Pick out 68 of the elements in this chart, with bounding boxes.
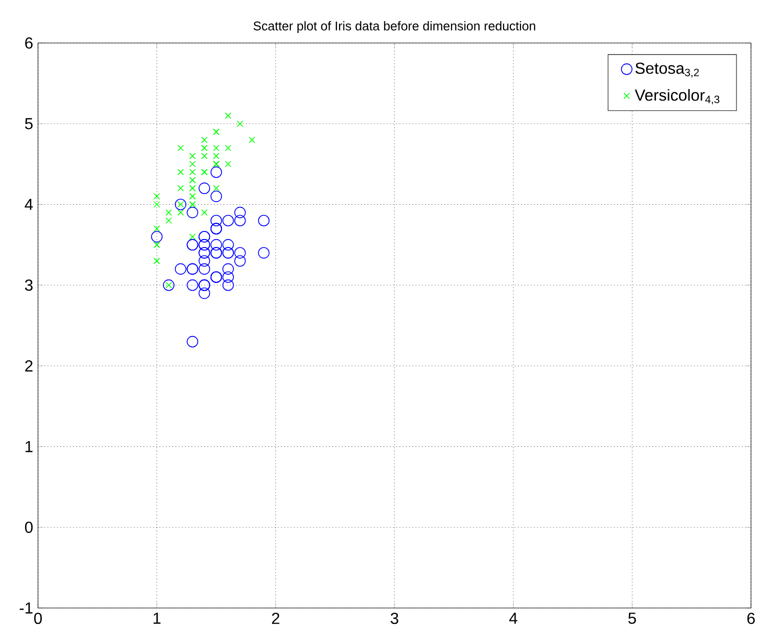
point xyxy=(201,152,208,160)
point xyxy=(174,198,186,210)
point xyxy=(189,152,196,160)
point xyxy=(210,190,222,202)
x-tick-label: 6 xyxy=(747,612,755,624)
point xyxy=(222,214,234,226)
y-tick-label: 0 xyxy=(25,522,33,533)
point xyxy=(222,279,234,291)
point xyxy=(224,144,232,152)
x-tick-label: 3 xyxy=(390,612,398,624)
point xyxy=(177,185,184,192)
point xyxy=(234,255,246,267)
point xyxy=(162,279,174,291)
x-tick-label: 4 xyxy=(509,612,518,624)
y-tick-label: -1 xyxy=(20,602,33,614)
point xyxy=(222,263,234,275)
point xyxy=(210,166,222,178)
point xyxy=(177,168,184,176)
point xyxy=(213,152,220,160)
point xyxy=(198,263,210,275)
legend-label: Setosa$_{3,2}$ xyxy=(635,62,699,78)
point xyxy=(234,247,246,259)
x-tick-label: 2 xyxy=(272,612,280,624)
point xyxy=(165,217,172,224)
point xyxy=(174,263,186,275)
point xyxy=(177,144,184,152)
point xyxy=(222,271,234,283)
point xyxy=(189,168,196,176)
point xyxy=(236,120,244,127)
point xyxy=(210,239,222,251)
point xyxy=(234,206,246,218)
point xyxy=(201,136,208,144)
point xyxy=(151,230,163,242)
point xyxy=(154,225,160,232)
point xyxy=(154,193,160,200)
point xyxy=(198,182,210,194)
point xyxy=(234,214,246,226)
chart-title: Scatter plot of Iris data before dimension reduction xyxy=(254,21,536,33)
point xyxy=(213,144,220,152)
point xyxy=(186,336,198,348)
point xyxy=(186,206,198,218)
point xyxy=(189,233,196,240)
y-tick-label: 1 xyxy=(26,441,33,452)
point xyxy=(210,214,222,226)
x-tick-label: 0 xyxy=(34,612,42,624)
point xyxy=(224,160,232,168)
y-tick-label: 2 xyxy=(25,360,32,372)
y-tick-label: 4 xyxy=(24,198,33,210)
point xyxy=(198,255,210,267)
point xyxy=(198,287,210,299)
point xyxy=(186,279,198,291)
point xyxy=(222,239,234,251)
x-tick-label: 5 xyxy=(628,612,636,624)
point xyxy=(177,209,184,216)
point xyxy=(224,112,232,119)
point xyxy=(248,136,256,144)
point xyxy=(213,185,220,192)
point xyxy=(258,214,270,226)
point xyxy=(154,201,160,208)
y-tick-label: 5 xyxy=(25,118,33,130)
point xyxy=(189,160,196,168)
x-tick-label: 1 xyxy=(154,612,160,624)
y-tick-label: 6 xyxy=(25,37,33,49)
point xyxy=(201,209,208,216)
point xyxy=(165,209,172,216)
legend-label: Versicolor$_{4,3}$ xyxy=(634,89,720,104)
point xyxy=(258,247,270,259)
y-tick-label: 3 xyxy=(24,279,33,291)
